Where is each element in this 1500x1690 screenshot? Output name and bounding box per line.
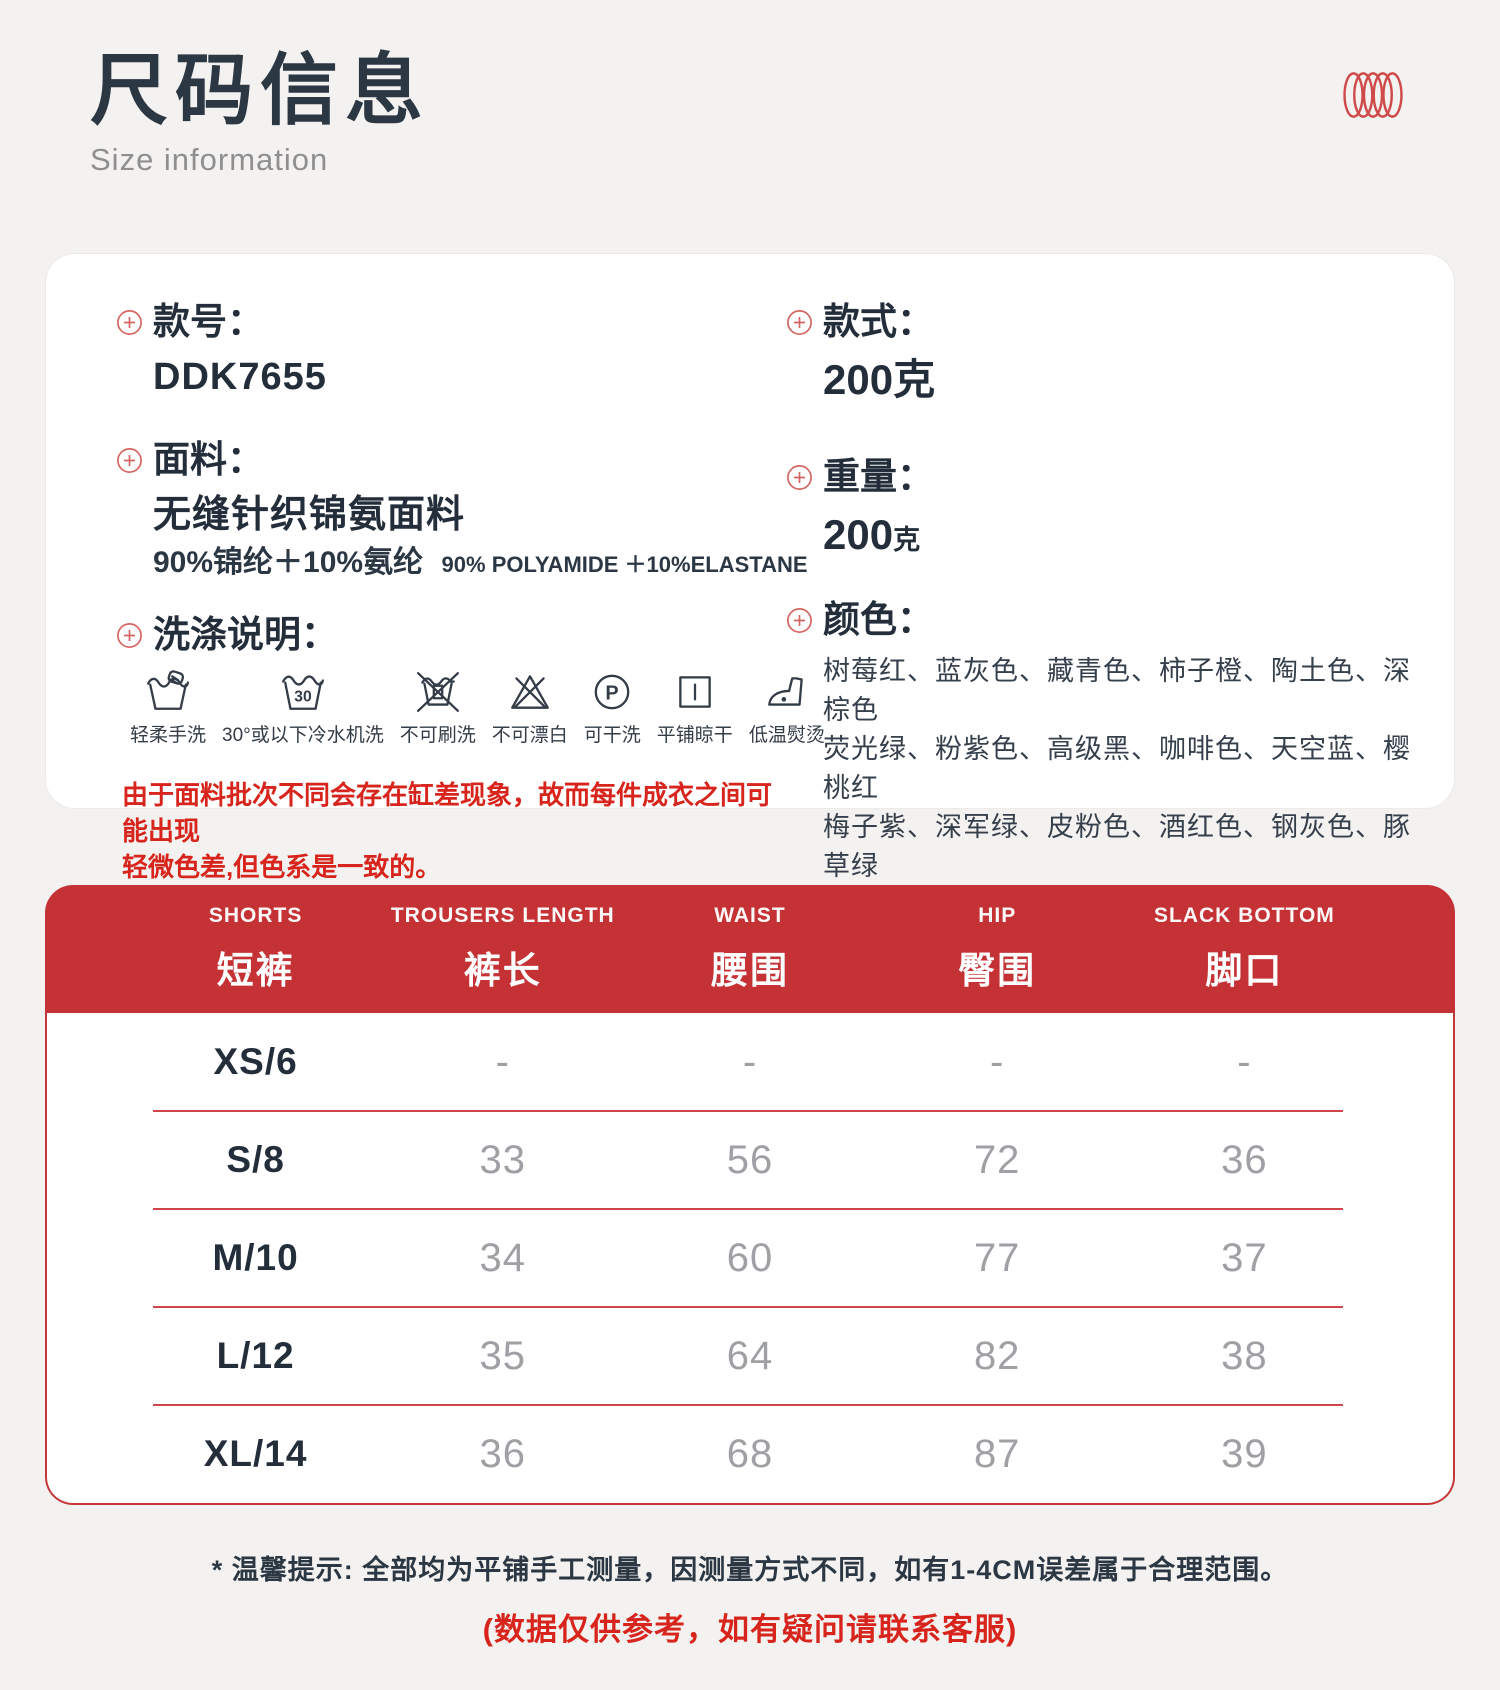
coil-icon [1343, 72, 1403, 118]
value-cell: 38 [1221, 1333, 1268, 1378]
dry-flat-icon [679, 676, 711, 708]
table-row: XS/6 - - - - [47, 1013, 1453, 1112]
value-cell: - [990, 1039, 1005, 1084]
page-subtitle: Size information [90, 141, 329, 177]
wash-item: 不可刷洗 [400, 669, 476, 747]
wash-item-label: 不可漂白 [491, 725, 568, 746]
hand-wash-icon [146, 670, 190, 710]
value-cell: 77 [973, 1235, 1021, 1280]
column-header-slack-bottom: SLACK BOTTOM 脚口 [1154, 904, 1335, 991]
fabric-label: 面料： [153, 439, 264, 480]
footer-notes: * 温馨提示: 全部均为平铺手工测量，因测量方式不同，如有1-4CM误差属于合理… [0, 1548, 1500, 1649]
svg-text:30: 30 [294, 688, 312, 705]
table-row: XL/14 36 68 87 39 [47, 1405, 1453, 1503]
field-fabric: 面料： 无缝针织锦氨面料 90%锦纶＋10%氨纶 90% POLYAMIDE ＋… [116, 438, 808, 588]
size-cell: XL/14 [203, 1433, 308, 1474]
wash-item-label: 轻柔手洗 [130, 725, 207, 746]
column-header-waist: WAIST 腰围 [710, 904, 789, 991]
value-cell: 72 [973, 1137, 1021, 1182]
svg-text:P: P [606, 682, 619, 704]
value-cell: 82 [973, 1333, 1021, 1378]
weight-label: 重量： [823, 456, 934, 497]
table-row: M/10 34 60 77 37 [47, 1209, 1453, 1308]
page-title: 尺码信息 [90, 46, 431, 134]
colors-line: 梅子紫、深军绿、皮粉色、酒红色、钢灰色、豚草绿 [823, 812, 1411, 881]
field-wash-instructions: 洗涤说明： 轻柔手洗 [116, 613, 825, 885]
value-cell: 36 [479, 1431, 527, 1476]
wash-item: P 可干洗 [584, 669, 641, 747]
value-cell: 39 [1221, 1431, 1268, 1476]
measurement-tip: * 温馨提示: 全部均为平铺手工测量，因测量方式不同，如有1-4CM误差属于合理… [211, 1555, 1289, 1585]
value-cell: - [495, 1039, 510, 1084]
plus-circle-icon [117, 447, 142, 473]
plus-circle-icon [787, 309, 812, 335]
style-value: 200克 [823, 356, 936, 403]
size-cell: XS/6 [213, 1041, 298, 1082]
fabric-composition-en: 90% POLYAMIDE ＋10%ELASTANE [441, 552, 808, 577]
wash-item-label: 30°或以下冷水机洗 [222, 725, 384, 746]
value-cell: 56 [726, 1137, 774, 1182]
wash-item-label: 不可刷洗 [399, 725, 476, 746]
plus-circle-icon [787, 607, 812, 633]
product-info-card: 款号： DDK7655 面料： 无缝针织锦氨面料 90%锦纶＋10%氨纶 90%… [45, 253, 1455, 998]
style-number-label: 款号： [153, 301, 264, 342]
size-cell: L/12 [216, 1335, 295, 1376]
size-table-header: SHORTS 短裤 TROUSERS LENGTH 裤长 WAIST 腰围 HI… [45, 885, 1455, 1013]
wash-item: 不可漂白 [492, 669, 568, 747]
value-cell: 60 [726, 1235, 774, 1280]
size-table-body: XS/6 - - - - S/8 33 56 72 36 M/10 34 60 … [45, 1013, 1455, 1505]
field-style-number: 款号： DDK7655 [116, 300, 786, 401]
colors-line: 荧光绿、粉紫色、高级黑、咖啡色、天空蓝、樱桃红 [823, 734, 1411, 803]
page-header: 尺码信息 Size information [90, 46, 431, 178]
no-scrub-icon [416, 672, 459, 712]
value-cell: 68 [726, 1431, 774, 1476]
column-header-shorts: SHORTS 短裤 [208, 904, 303, 991]
table-row: S/8 33 56 72 36 [47, 1111, 1453, 1210]
size-cell: S/8 [226, 1139, 285, 1180]
value-cell: 34 [479, 1235, 527, 1280]
wash-item-label: 低温熨烫 [748, 725, 825, 746]
field-weight: 重量： 200克 [786, 455, 1414, 567]
wash-item: 平铺晾干 [657, 669, 733, 747]
value-cell: 33 [479, 1137, 527, 1182]
value-cell: 37 [1221, 1235, 1268, 1280]
wash-item-label: 平铺晾干 [656, 725, 733, 746]
wash-item-label: 可干洗 [583, 725, 641, 746]
no-bleach-icon [510, 675, 549, 709]
value-cell: 87 [973, 1431, 1021, 1476]
style-number-value: DDK7655 [153, 356, 327, 398]
colors-label: 颜色： [823, 599, 934, 640]
colors-line: 树莓红、蓝灰色、藏青色、柿子橙、陶土色、深棕色 [823, 656, 1411, 725]
column-header-trousers-length: TROUSERS LENGTH 裤长 [390, 904, 615, 991]
plus-circle-icon [117, 622, 142, 648]
value-cell: 35 [479, 1333, 527, 1378]
wash-label: 洗涤说明： [153, 614, 338, 655]
value-cell: 64 [726, 1333, 774, 1378]
wash-icons-row: 轻柔手洗 30 30°或以下冷水机洗 [130, 669, 825, 747]
wash-item: 轻柔手洗 [130, 669, 206, 747]
style-label: 款式： [823, 301, 934, 342]
value-cell: 36 [1221, 1137, 1268, 1182]
size-cell: M/10 [212, 1237, 299, 1278]
wash-item: 低温熨烫 [749, 669, 825, 747]
plus-circle-icon [787, 464, 812, 490]
field-style: 款式： 200克 [786, 300, 1414, 406]
value-cell: - [742, 1039, 758, 1084]
wash-item: 30 30°或以下冷水机洗 [222, 669, 384, 747]
fabric-composition-cn: 90%锦纶＋10%氨纶 [153, 546, 424, 579]
dry-clean-icon: P [594, 674, 630, 710]
info-right-column: 款式： 200克 重量： 200克 [786, 300, 1454, 998]
low-iron-icon [767, 677, 803, 706]
column-header-hip: HIP 臀围 [958, 904, 1037, 991]
table-row: L/12 35 64 82 38 [47, 1307, 1453, 1406]
reference-note: (数据仅供参考，如有疑问请联系客服) [482, 1612, 1018, 1647]
weight-value: 200克 [823, 511, 921, 558]
fabric-value: 无缝针织锦氨面料 [153, 494, 466, 536]
machine-wash-30-icon: 30 [281, 675, 324, 710]
batch-color-note: 由于面料批次不同会存在缸差现象，故而每件成衣之间可能出现 轻微色差,但色系是一致… [122, 780, 773, 882]
value-cell: - [1237, 1039, 1252, 1084]
info-left-column: 款号： DDK7655 面料： 无缝针织锦氨面料 90%锦纶＋10%氨纶 90%… [116, 300, 825, 882]
plus-circle-icon [117, 309, 142, 335]
